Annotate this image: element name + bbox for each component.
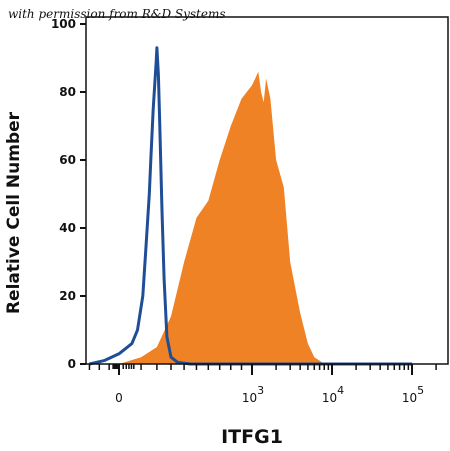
outline-histogram-series	[89, 46, 412, 366]
x-tick-label: 0	[115, 391, 123, 405]
plot-frame	[85, 16, 449, 365]
x-tick-label: 105	[402, 384, 424, 405]
y-tick-label: 100	[51, 17, 76, 31]
y-tick-label: 60	[59, 153, 76, 167]
x-tick-label: 103	[242, 384, 264, 405]
x-axis-label: ITFG1	[221, 426, 283, 448]
y-tick-label: 40	[59, 221, 76, 235]
x-tick-label: 104	[322, 384, 344, 405]
y-tick-label: 0	[68, 357, 76, 371]
filled-histogram-series	[89, 71, 412, 364]
y-tick-label: 20	[59, 289, 76, 303]
y-tick-label: 80	[59, 85, 76, 99]
